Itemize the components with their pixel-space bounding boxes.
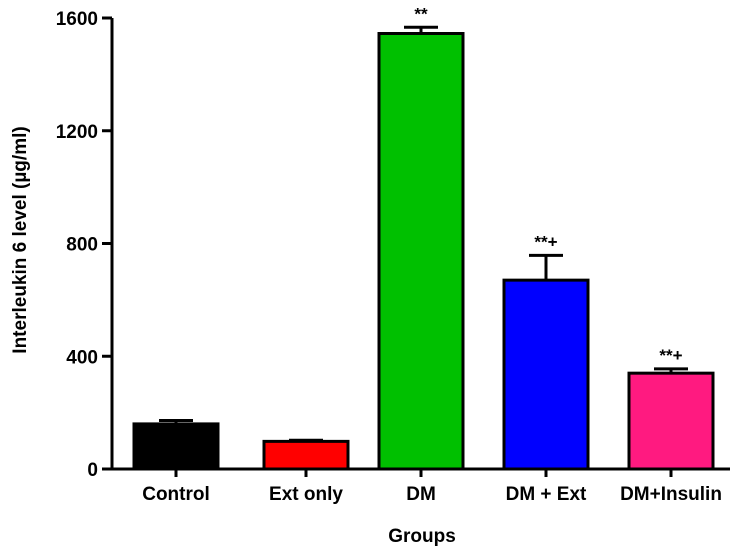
x-tick-labels: Control Ext only DM DM + Ext DM+Insulin xyxy=(142,469,722,505)
significance-label: ** xyxy=(414,4,428,23)
bar xyxy=(502,278,590,471)
x-tick-label: DM xyxy=(406,484,436,505)
x-tick-label: DM + Ext xyxy=(506,484,587,505)
bar xyxy=(262,439,350,471)
y-tick-label: 0 xyxy=(87,460,98,481)
bar xyxy=(627,371,715,471)
x-tick-label: Ext only xyxy=(269,484,343,505)
significance-label: **+ xyxy=(659,346,682,365)
x-axis-title: Groups xyxy=(388,526,456,547)
y-ticks: 0 400 800 1200 1600 xyxy=(56,9,112,481)
bar xyxy=(132,422,220,471)
x-tick-label: DM+Insulin xyxy=(620,484,722,505)
bar xyxy=(377,32,465,471)
y-tick-label: 400 xyxy=(66,347,98,368)
y-tick-label: 800 xyxy=(66,235,98,256)
bars: ** **+ **+ xyxy=(132,4,715,471)
y-tick-label: 1200 xyxy=(56,122,98,143)
y-tick-label: 1600 xyxy=(56,9,98,30)
x-tick-label: Control xyxy=(142,484,210,505)
y-axis-title: Interleukin 6 level (µg/ml) xyxy=(10,126,31,353)
significance-label: **+ xyxy=(534,232,557,251)
